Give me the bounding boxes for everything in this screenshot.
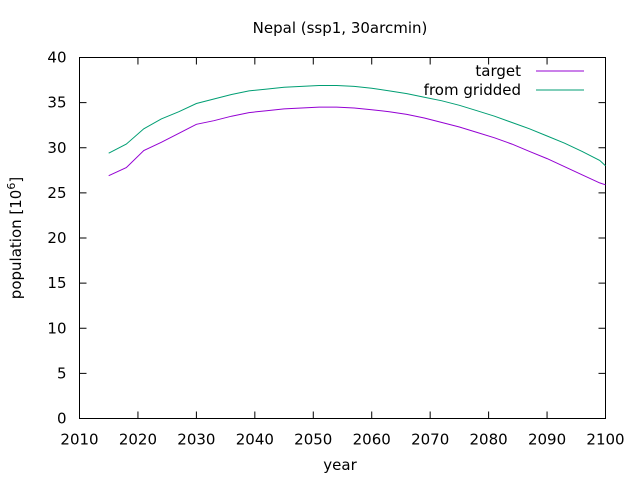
y-axis-label-main: population [10 — [7, 190, 25, 300]
y-axis-label-end: ] — [7, 177, 25, 183]
x-tick-label: 2060 — [353, 431, 391, 449]
chart-title: Nepal (ssp1, 30arcmin) — [253, 19, 428, 37]
series-lines — [108, 85, 606, 186]
y-axis-label-superscript: 6 — [5, 183, 18, 190]
legend-label-target: target — [475, 62, 521, 80]
y-axis-label: population [106] — [5, 177, 25, 299]
y-tick-label: 30 — [47, 139, 66, 157]
series-line-from-gridded — [108, 85, 606, 167]
y-tick-label: 0 — [57, 410, 67, 428]
y-tick-label: 20 — [47, 229, 66, 247]
y-tick-label: 10 — [47, 319, 66, 337]
x-tick-label: 2040 — [236, 431, 274, 449]
y-tick-label: 15 — [47, 274, 66, 292]
y-tick-label: 40 — [47, 49, 66, 67]
plot-frame — [79, 57, 606, 419]
y-tick-label: 5 — [57, 364, 67, 382]
x-axis-label: year — [323, 456, 357, 474]
x-axis: 2010 2020 2030 2040 2050 2060 2070 2080 2090 2100 — [60, 57, 625, 449]
x-tick-label: 2070 — [411, 431, 449, 449]
y-axis: 0 5 10 15 20 25 30 35 40 — [47, 49, 606, 428]
x-tick-label: 2020 — [119, 431, 157, 449]
x-tick-label: 2050 — [294, 431, 332, 449]
x-tick-label: 2100 — [586, 431, 624, 449]
x-tick-label: 2010 — [60, 431, 98, 449]
legend-label-from-gridded: from gridded — [424, 81, 521, 99]
x-tick-label: 2090 — [528, 431, 566, 449]
y-tick-label: 35 — [47, 94, 66, 112]
x-tick-label: 2080 — [470, 431, 508, 449]
legend: target from gridded — [424, 62, 584, 99]
series-line-target — [108, 106, 606, 186]
x-tick-label: 2030 — [177, 431, 215, 449]
y-tick-label: 25 — [47, 184, 66, 202]
